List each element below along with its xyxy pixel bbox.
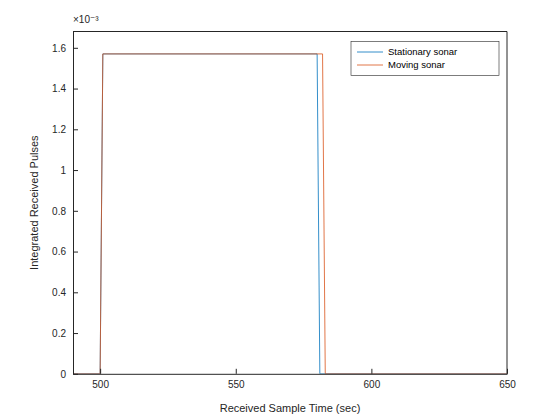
x-tick: 550 <box>228 369 245 390</box>
y-tick-label: 1.2 <box>52 124 66 135</box>
x-tick: 600 <box>364 369 381 390</box>
y-tick-label: 0 <box>60 369 66 380</box>
y-tick-mark <box>73 48 78 49</box>
plot: 500 550 600 650 0 0.2 0.4 0.6 0.8 1 1.2 1.4 1.6 Stati… <box>52 32 516 390</box>
x-tick-label: 650 <box>499 379 516 390</box>
axis-line <box>74 374 508 375</box>
series-group <box>73 54 507 374</box>
frame <box>507 32 508 374</box>
x-tick-mark <box>371 369 372 374</box>
y-tick-mark <box>73 374 78 375</box>
y-tick-label: 0.6 <box>52 246 66 257</box>
y-tick-mark <box>73 292 78 293</box>
legend-box <box>351 42 499 76</box>
y-tick-mark <box>73 170 78 171</box>
y-tick: 0.4 <box>52 287 78 298</box>
y-tick-label: 0.2 <box>52 328 66 339</box>
axis-line <box>73 32 74 374</box>
y-tick: 1 <box>60 165 78 176</box>
y-tick: 1.6 <box>52 43 78 54</box>
y-tick: 1.4 <box>52 83 78 94</box>
y-tick-mark <box>73 333 78 334</box>
x-tick-label: 550 <box>228 379 245 390</box>
y-tick: 1.2 <box>52 124 78 135</box>
y-tick: 0 <box>60 369 78 380</box>
chart: 500 550 600 650 0 0.2 0.4 0.6 0.8 1 1.2 1.4 1.6 Stati… <box>0 0 560 420</box>
x-axis-title: Received Sample Time (sec) <box>220 402 361 414</box>
legend: Stationary sonar Moving sonar <box>351 42 499 76</box>
series-line <box>73 54 507 374</box>
x-tick: 500 <box>92 369 109 390</box>
y-tick-label: 1 <box>60 165 66 176</box>
series-line <box>73 54 507 374</box>
x-tick-mark <box>236 369 237 374</box>
y-tick-label: 1.6 <box>52 43 66 54</box>
y-tick: 0.8 <box>52 206 78 217</box>
legend-label: Stationary sonar <box>388 46 457 57</box>
y-tick: 0.2 <box>52 328 78 339</box>
axis-exponent: ×10⁻³ <box>73 14 99 25</box>
frame <box>73 31 507 32</box>
y-tick-mark <box>73 252 78 253</box>
plot-background <box>73 32 507 374</box>
y-tick-mark <box>73 129 78 130</box>
x-tick: 650 <box>499 369 516 390</box>
y-tick-mark <box>73 211 78 212</box>
legend-swatch <box>357 52 383 53</box>
x-tick-label: 500 <box>92 379 109 390</box>
y-tick-label: 1.4 <box>52 83 66 94</box>
y-tick-label: 0.8 <box>52 206 66 217</box>
legend-swatch <box>357 65 383 66</box>
x-tick-mark <box>100 369 101 374</box>
y-tick-mark <box>73 89 78 90</box>
legend-label: Moving sonar <box>388 59 445 70</box>
y-axis-title: Integrated Received Pulses <box>28 135 40 270</box>
y-axis: 0 0.2 0.4 0.6 0.8 1 1.2 1.4 1.6 <box>52 32 78 380</box>
y-tick: 0.6 <box>52 246 78 257</box>
x-axis: 500 550 600 650 <box>74 369 517 390</box>
y-tick-label: 0.4 <box>52 287 66 298</box>
x-tick-label: 600 <box>364 379 381 390</box>
